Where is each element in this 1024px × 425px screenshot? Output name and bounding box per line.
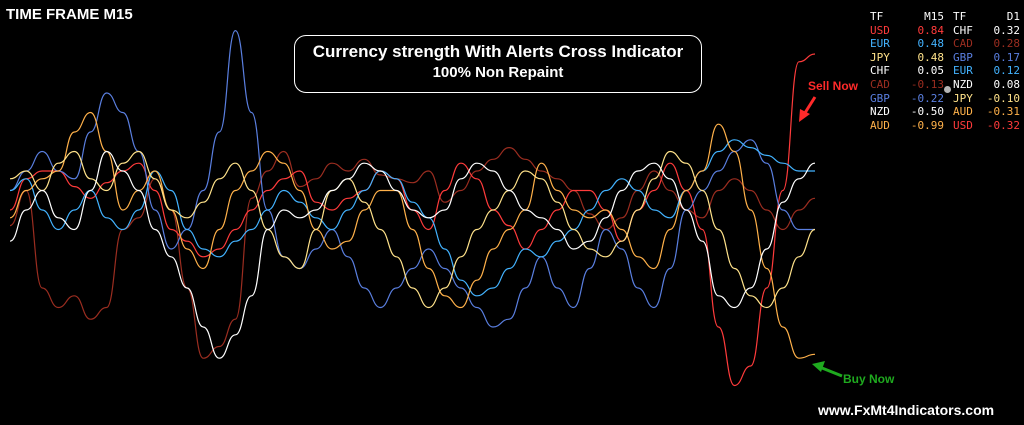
d1-currency: JPY xyxy=(953,91,973,105)
d1-currency: CAD xyxy=(953,37,973,51)
strength-table: TF M15 TF D1 USD 0.84 CHF 0.32 EUR 0.48 CAD 0.2… xyxy=(870,10,1020,132)
d1-currency: AUD xyxy=(953,105,973,119)
banner-subtitle: 100% Non Repaint xyxy=(432,64,564,81)
d1-currency: CHF xyxy=(953,23,973,37)
banner-title: Currency strength With Alerts Cross Indi… xyxy=(312,42,684,61)
strength-row: GBP -0.22 JPY -0.10 xyxy=(870,92,1020,106)
d1-currency: NZD xyxy=(953,77,973,91)
strength-line-3 xyxy=(9,139,815,297)
m15-value: 0.84 xyxy=(917,23,945,37)
header-tf-m15: TF xyxy=(870,10,884,23)
header-m15: M15 xyxy=(924,10,944,23)
m15-value: -0.99 xyxy=(910,118,944,132)
strength-row: NZD -0.50 AUD -0.31 xyxy=(870,105,1020,119)
d1-value: -0.32 xyxy=(986,118,1020,132)
strength-row: EUR 0.48 CAD 0.28 xyxy=(870,37,1020,51)
m15-currency: CAD xyxy=(870,77,890,91)
d1-currency: USD xyxy=(953,118,973,132)
header-tf-d1: TF xyxy=(953,10,967,23)
strength-row: CHF 0.05 EUR 0.12 xyxy=(870,64,1020,78)
m15-value: 0.48 xyxy=(917,50,945,64)
strength-row: JPY 0.48 GBP 0.17 xyxy=(870,51,1020,65)
d1-value: -0.10 xyxy=(986,91,1020,105)
indicator-dot xyxy=(944,86,951,93)
sell-now-label: Sell Now xyxy=(808,79,859,93)
m15-currency: JPY xyxy=(870,50,890,64)
d1-value: 0.12 xyxy=(993,64,1021,78)
m15-value: -0.50 xyxy=(910,105,944,119)
d1-value: 0.32 xyxy=(993,23,1021,37)
header-d1: D1 xyxy=(1006,10,1020,23)
m15-currency: GBP xyxy=(870,91,890,105)
m15-currency: CHF xyxy=(870,64,890,78)
m15-value: 0.05 xyxy=(917,64,945,78)
m15-currency: EUR xyxy=(870,37,890,51)
strength-row: USD 0.84 CHF 0.32 xyxy=(870,24,1020,38)
m15-currency: NZD xyxy=(870,105,890,119)
m15-value: -0.22 xyxy=(910,91,944,105)
m15-currency: AUD xyxy=(870,118,890,132)
timeframe-label: TIME FRAME M15 xyxy=(6,6,133,23)
d1-value: 0.17 xyxy=(993,50,1021,64)
m15-value: 0.48 xyxy=(917,37,945,51)
strength-line-4 xyxy=(9,111,816,359)
strength-line-6 xyxy=(9,150,816,359)
m15-currency: USD xyxy=(870,23,890,37)
d1-currency: GBP xyxy=(953,50,973,64)
d1-value: 0.08 xyxy=(993,77,1021,91)
title-banner: Currency strength With Alerts Cross Indi… xyxy=(294,35,702,93)
strength-header: TF M15 TF D1 xyxy=(870,10,1020,24)
buy-arrow xyxy=(812,361,843,378)
strength-line-1 xyxy=(9,53,816,387)
d1-value: -0.31 xyxy=(986,105,1020,119)
strength-line-5 xyxy=(9,150,816,309)
strength-line-0 xyxy=(9,146,816,359)
strength-row: CAD -0.13 NZD 0.08 xyxy=(870,78,1020,92)
m15-value: -0.13 xyxy=(910,77,944,91)
website-watermark: www.FxMt4Indicators.com xyxy=(818,402,995,418)
strength-lines xyxy=(9,29,816,387)
d1-currency: EUR xyxy=(953,64,973,78)
sell-arrow xyxy=(799,96,817,122)
d1-value: 0.28 xyxy=(993,37,1021,51)
buy-now-label: Buy Now xyxy=(843,372,895,386)
strength-row: AUD -0.99 USD -0.32 xyxy=(870,119,1020,133)
